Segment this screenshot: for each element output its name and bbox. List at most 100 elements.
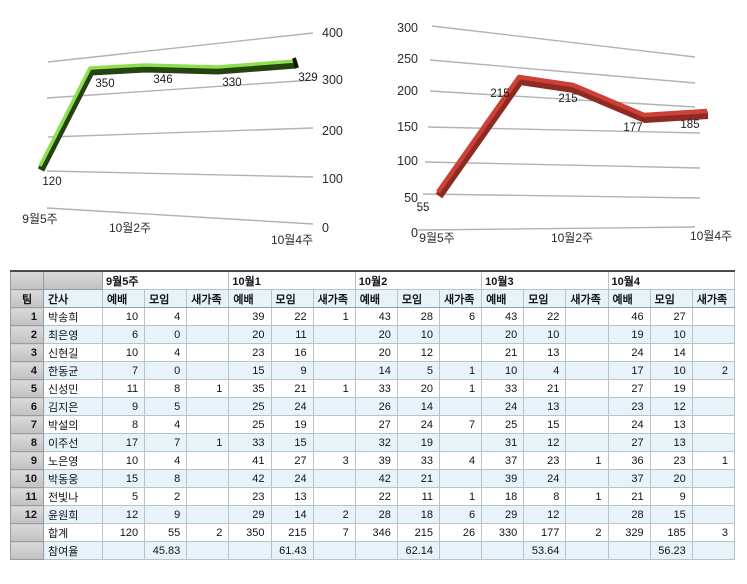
value-cell[interactable]: 23 [523,451,567,470]
value-cell[interactable] [186,361,230,380]
value-cell[interactable]: 4 [144,307,188,326]
value-cell[interactable] [186,451,230,470]
value-cell[interactable]: 10 [649,361,693,380]
value-cell[interactable]: 17 [607,361,651,380]
metric-column-header[interactable]: 예배 [228,289,272,308]
total-value-cell[interactable]: 2 [565,523,609,542]
team-number-cell[interactable]: 5 [10,379,44,398]
value-cell[interactable]: 11 [101,379,146,398]
value-cell[interactable]: 24 [270,469,314,488]
value-cell[interactable]: 23 [228,487,272,506]
value-cell[interactable] [186,325,230,344]
week-group-label[interactable]: 9월5주 [101,270,230,290]
team-number-cell[interactable]: 3 [10,343,44,362]
value-cell[interactable] [312,397,356,416]
value-cell[interactable] [186,505,230,524]
value-cell[interactable]: 27 [607,379,651,398]
total-value-cell[interactable]: 215 [396,523,441,542]
value-cell[interactable]: 14 [649,343,693,362]
value-cell[interactable]: 1 [186,433,230,452]
staff-name-cell[interactable]: 이주선 [43,433,103,452]
value-cell[interactable]: 7 [101,361,146,380]
rate-value-cell[interactable] [228,541,272,560]
value-cell[interactable]: 27 [270,451,314,470]
value-cell[interactable]: 9 [270,361,314,380]
team-number-cell[interactable]: 8 [10,433,44,452]
staff-name-cell[interactable]: 신현길 [43,343,103,362]
value-cell[interactable]: 41 [228,451,272,470]
value-cell[interactable] [691,487,736,506]
team-number-cell[interactable] [10,523,44,542]
value-cell[interactable]: 22 [270,307,314,326]
metric-column-header[interactable]: 예배 [481,289,525,308]
value-cell[interactable]: 14 [396,397,441,416]
team-number-cell[interactable]: 6 [10,397,44,416]
value-cell[interactable]: 20 [649,469,693,488]
value-cell[interactable]: 39 [228,307,272,326]
value-cell[interactable] [565,361,609,380]
total-value-cell[interactable]: 185 [649,523,693,542]
value-cell[interactable]: 13 [523,397,567,416]
rate-value-cell[interactable]: 61.43 [270,541,314,560]
total-label-cell[interactable]: 합계 [43,523,103,542]
rate-value-cell[interactable]: 53.64 [523,541,567,560]
value-cell[interactable] [438,469,483,488]
team-column-header[interactable]: 팀 [10,289,44,308]
value-cell[interactable]: 18 [396,505,441,524]
value-cell[interactable] [691,433,736,452]
value-cell[interactable] [186,397,230,416]
value-cell[interactable]: 25 [228,415,272,434]
value-cell[interactable]: 13 [523,343,567,362]
value-cell[interactable]: 25 [228,397,272,416]
value-cell[interactable]: 17 [101,433,146,452]
staff-name-cell[interactable]: 박설의 [43,415,103,434]
value-cell[interactable]: 27 [354,415,398,434]
metric-column-header[interactable]: 새가족 [565,289,609,308]
value-cell[interactable]: 18 [481,487,525,506]
value-cell[interactable]: 8 [144,469,188,488]
value-cell[interactable]: 14 [354,361,398,380]
value-cell[interactable]: 42 [354,469,398,488]
rate-value-cell[interactable] [438,541,483,560]
staff-name-cell[interactable]: 노은영 [43,451,103,470]
value-cell[interactable]: 20 [481,325,525,344]
value-cell[interactable]: 39 [481,469,525,488]
value-cell[interactable]: 13 [270,487,314,506]
value-cell[interactable] [691,505,736,524]
value-cell[interactable]: 1 [691,451,736,470]
value-cell[interactable]: 9 [144,505,188,524]
value-cell[interactable]: 4 [438,451,483,470]
week-group-label[interactable]: 10월1 [228,270,356,290]
value-cell[interactable]: 28 [396,307,441,326]
metric-column-header[interactable]: 새가족 [691,289,736,308]
metric-column-header[interactable]: 모임 [523,289,567,308]
value-cell[interactable] [565,415,609,434]
metric-column-header[interactable]: 예배 [354,289,398,308]
value-cell[interactable]: 24 [523,469,567,488]
value-cell[interactable] [186,343,230,362]
staff-name-cell[interactable]: 박동웅 [43,469,103,488]
value-cell[interactable]: 2 [691,361,736,380]
value-cell[interactable]: 1 [186,379,230,398]
value-cell[interactable]: 8 [144,379,188,398]
value-cell[interactable]: 20 [228,325,272,344]
value-cell[interactable] [691,397,736,416]
rate-label-cell[interactable]: 참여율 [43,541,103,560]
value-cell[interactable]: 12 [523,433,567,452]
total-value-cell[interactable]: 177 [523,523,567,542]
team-number-cell[interactable]: 11 [10,487,44,506]
value-cell[interactable]: 10 [396,325,441,344]
value-cell[interactable] [565,433,609,452]
value-cell[interactable]: 24 [481,397,525,416]
value-cell[interactable]: 35 [228,379,272,398]
total-value-cell[interactable]: 346 [354,523,398,542]
value-cell[interactable]: 9 [101,397,146,416]
value-cell[interactable]: 39 [354,451,398,470]
rate-value-cell[interactable] [691,541,736,560]
value-cell[interactable] [691,469,736,488]
value-cell[interactable]: 33 [228,433,272,452]
value-cell[interactable]: 43 [481,307,525,326]
value-cell[interactable] [691,415,736,434]
staff-name-cell[interactable]: 신성민 [43,379,103,398]
total-value-cell[interactable]: 3 [691,523,736,542]
